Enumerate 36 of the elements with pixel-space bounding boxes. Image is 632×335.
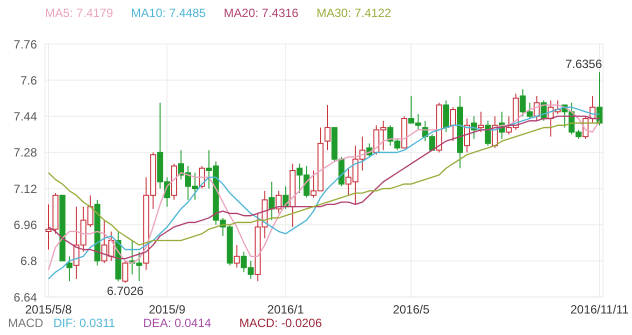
x-tick-label: 2015/5/8 — [25, 302, 72, 317]
annotation: 7.6356 — [565, 57, 602, 72]
candlestick — [484, 120, 491, 146]
text: MACD: -0.0206 — [239, 316, 322, 330]
x-tick-label: 2016/1 — [267, 302, 304, 317]
x-tick-label: 2016/11/11 — [570, 302, 629, 317]
candlestick — [66, 256, 72, 282]
candlestick — [526, 102, 533, 120]
candlestick — [268, 181, 275, 221]
text: MA10: 7.4485 — [131, 6, 206, 20]
candlestick — [234, 244, 240, 268]
y-tick-label: 6.64 — [14, 290, 38, 304]
y-tick-label: 7.28 — [14, 146, 38, 160]
text: DEA: 0.0414 — [143, 316, 212, 330]
text: MA30: 7.4122 — [316, 6, 392, 20]
text: MACD — [8, 316, 44, 330]
text: DIF: 0.0311 — [53, 316, 116, 330]
text: MA5: 7.4179 — [45, 6, 114, 20]
candlestick — [276, 190, 282, 214]
candlestick — [122, 260, 128, 284]
y-tick-label: 7.6 — [20, 73, 38, 88]
candlestick — [478, 111, 484, 133]
candlestick — [443, 100, 450, 133]
x-tick-label: 2016/5 — [392, 302, 430, 317]
y-tick-label: 6.96 — [14, 218, 38, 232]
x-tick-label: 2015/9 — [148, 302, 186, 317]
candlestick — [520, 88, 526, 117]
text: MA20: 7.4316 — [224, 6, 298, 20]
candlestick — [46, 204, 52, 250]
candlestick — [450, 106, 456, 142]
y-tick-label: 7.12 — [14, 182, 38, 196]
annotation: 6.7026 — [106, 284, 144, 298]
y-tick-label: 7.44 — [14, 110, 38, 124]
y-tick-label: 6.8 — [20, 254, 38, 268]
candlestick — [324, 104, 330, 151]
y-tick-label: 7.76 — [14, 37, 38, 52]
